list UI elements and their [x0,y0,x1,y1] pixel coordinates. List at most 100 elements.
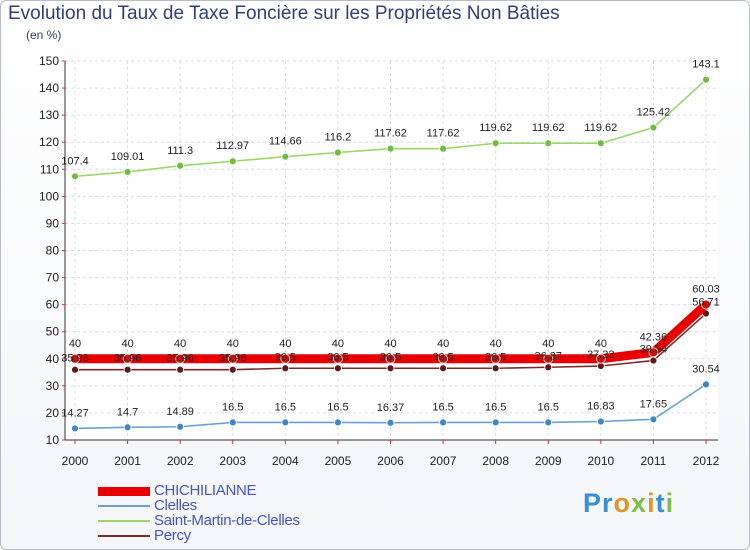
data-point [281,364,290,373]
data-point [702,380,710,389]
data-label: 16.5 [222,401,243,413]
x-tick-label: 2005 [325,454,352,468]
data-label: 16.5 [485,401,506,413]
data-point [701,299,711,310]
data-label: 125.42 [637,107,671,119]
x-tick-label: 2012 [693,454,720,468]
legend-swatch [98,535,150,537]
data-label: 14.7 [117,406,138,418]
data-label: 143.1 [692,59,720,71]
data-label: 40 [279,338,291,350]
data-point [649,356,658,365]
legend-label: Saint-Martin-de-Clelles [154,512,300,529]
y-tick-label: 140 [39,81,59,95]
data-point [281,418,290,427]
x-tick-label: 2010 [587,454,614,468]
data-label: 119.62 [479,122,512,134]
data-label: 40 [384,338,396,350]
data-point [123,423,132,432]
data-label: 36.5 [275,351,296,363]
data-label: 35.96 [219,353,247,365]
data-label: 16.5 [327,401,348,413]
data-point [438,353,448,364]
data-label: 117.62 [374,128,407,140]
data-label: 37.33 [587,349,615,361]
x-tick-label: 2007 [430,454,457,468]
unit-label: (en %) [26,28,62,42]
data-point [122,353,133,364]
data-point [334,148,342,157]
data-point [543,353,554,364]
data-point [386,418,395,427]
data-label: 119.62 [584,122,617,134]
data-label: 60.03 [692,284,720,296]
data-point [228,418,237,427]
y-tick-label: 120 [39,135,59,149]
data-label: 17.65 [640,398,668,410]
legend-label: Percy [154,527,191,544]
y-tick-label: 130 [39,108,59,122]
data-point [648,347,659,358]
data-labels: 107.4 109.01 111.3 112.97 114.66 116.2 117.62 1… [61,59,720,420]
x-tick-label: 2003 [219,454,246,468]
data-label: 36.5 [485,351,506,363]
data-label: 36.5 [432,351,453,363]
data-label: 116.2 [325,132,352,144]
data-label: 119.62 [532,122,565,134]
data-point [227,353,238,364]
data-point [595,353,606,364]
data-point [491,139,500,148]
data-label: 36.5 [327,351,348,363]
legend-swatch [98,520,150,522]
data-point [176,365,185,374]
data-label: 56.71 [692,297,720,309]
y-tick-label: 60 [46,298,60,312]
data-label: 36.5 [380,351,401,363]
data-label: 117.62 [427,128,460,140]
axes: 10 20 30 40 50 60 70 80 90 100 110 120 130 140 150 2000… [39,54,720,468]
data-point [385,353,396,364]
data-label: 40 [174,338,186,350]
x-tick-label: 2006 [377,454,404,468]
data-point [334,418,342,427]
y-tick-label: 40 [46,352,60,366]
data-point [176,161,185,170]
series-layer [70,75,711,433]
data-point [333,353,343,364]
x-tick-label: 2008 [482,454,509,468]
data-point [544,418,553,427]
data-point [702,75,710,84]
data-point [281,152,290,161]
data-label: 111.3 [167,145,193,157]
chart-title: Evolution du Taux de Taxe Foncière sur l… [8,3,560,24]
x-tick-label: 2001 [114,454,141,468]
legend-swatch [98,505,150,507]
legend-swatch [98,487,150,496]
data-label: 40 [227,338,239,350]
data-label: 14.89 [166,406,194,418]
y-tick-label: 20 [46,406,60,420]
data-point [71,172,79,181]
data-point [123,365,132,374]
data-label: 14.27 [61,407,89,419]
grid [65,60,718,441]
y-tick-label: 100 [39,189,59,203]
data-label: 109.01 [111,151,145,163]
data-point [71,424,79,433]
x-tick-label: 2002 [167,454,194,468]
y-tick-label: 30 [46,379,60,393]
y-tick-label: 80 [46,244,60,258]
data-label: 107.4 [61,155,89,167]
y-tick-label: 90 [46,216,60,230]
x-tick-label: 2004 [272,454,299,468]
data-label: 40 [490,338,502,350]
line-chart: 10 20 30 40 50 60 70 80 90 100 110 120 130 140 150 2000… [39,54,720,468]
data-point [544,363,553,372]
data-point [71,365,79,374]
data-label: 40 [437,338,449,350]
data-point [175,353,186,364]
data-point [439,364,447,373]
data-label: 40 [542,338,554,350]
data-label: 40 [121,338,133,350]
data-label: 35.96 [166,353,194,365]
